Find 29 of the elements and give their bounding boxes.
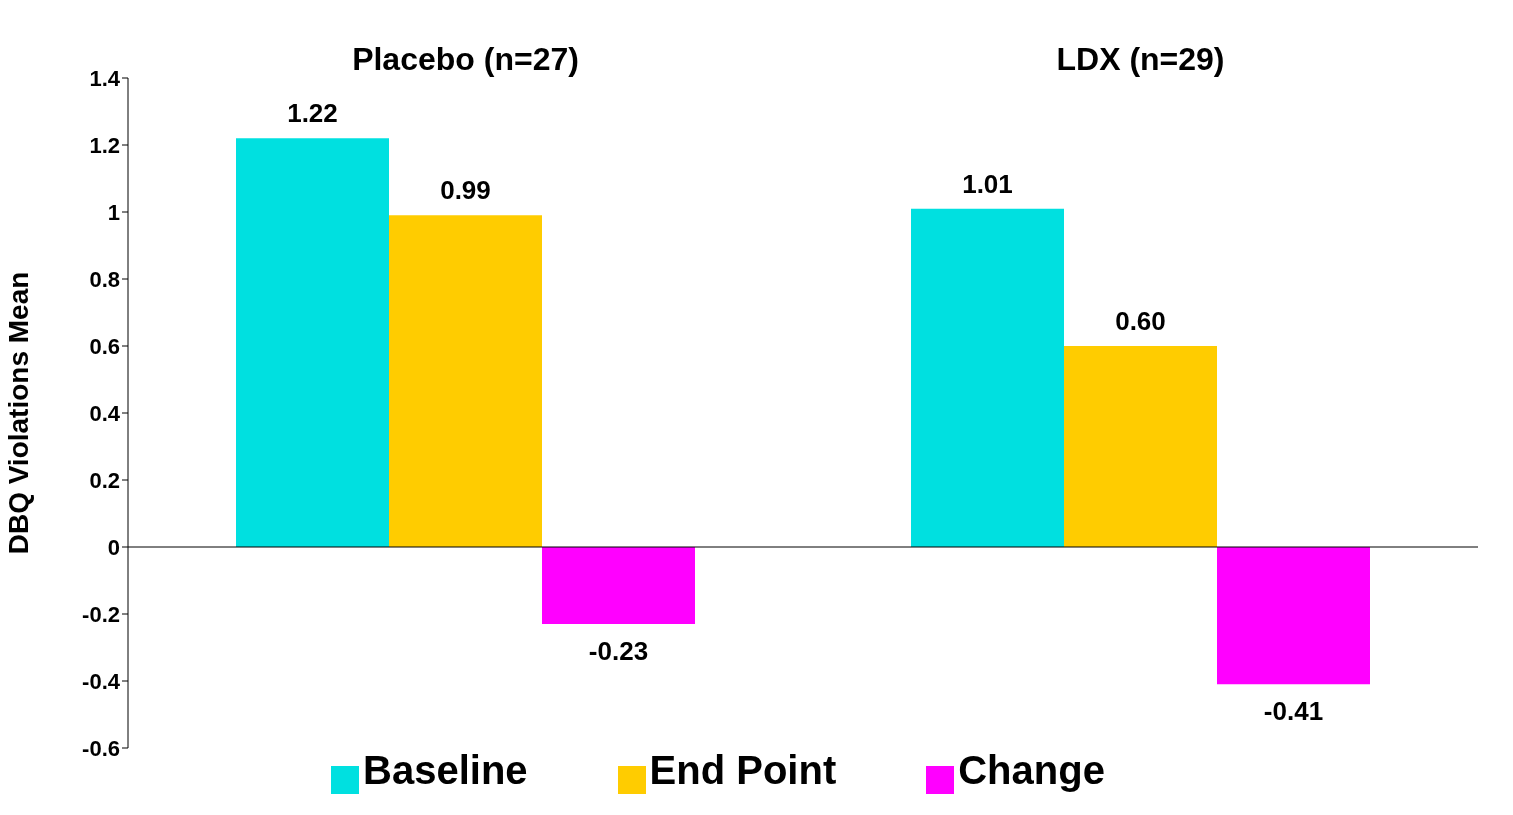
bar — [911, 208, 1064, 547]
data-label: 0.99 — [440, 175, 491, 206]
bar — [389, 215, 542, 547]
data-label: 1.22 — [287, 98, 338, 129]
y-tick-label: 0.4 — [89, 400, 121, 426]
legend-label: End Point — [649, 748, 837, 792]
y-tick-label: 1 — [107, 199, 120, 225]
data-label: -0.23 — [588, 636, 649, 667]
bar — [236, 138, 389, 547]
bar — [1064, 346, 1217, 547]
legend-label: Baseline — [363, 748, 528, 792]
data-label: 1.01 — [962, 168, 1013, 199]
y-tick-label: 0 — [107, 534, 120, 560]
y-axis-title: DBQ Violations Mean — [2, 271, 34, 555]
bar — [542, 547, 695, 625]
data-label: 0.60 — [1115, 306, 1166, 336]
bar — [1217, 547, 1370, 685]
y-tick-label: 1.2 — [89, 132, 120, 158]
y-tick-label: 0.2 — [89, 467, 120, 493]
x-tick-label: Placebo (n=27) — [352, 41, 579, 77]
legend-label: Change — [958, 748, 1105, 792]
y-tick-label: 0.8 — [89, 266, 120, 292]
y-tick-label: 1.4 — [89, 65, 121, 91]
data-label: -0.41 — [1263, 696, 1324, 727]
y-tick-label: -0.2 — [82, 601, 120, 627]
x-tick-label: LDX (n=29) — [1056, 41, 1225, 77]
y-tick-label: -0.6 — [82, 735, 120, 761]
y-tick-label: -0.4 — [82, 668, 121, 694]
y-tick-label: 0.6 — [89, 333, 120, 359]
